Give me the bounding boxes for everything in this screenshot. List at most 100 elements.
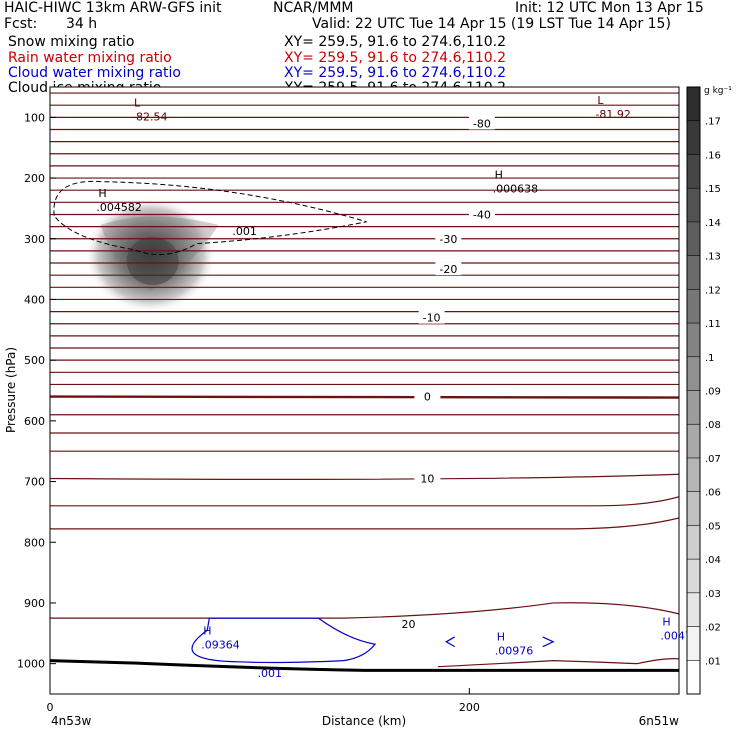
plot-frame <box>49 86 680 695</box>
extremum-h: H <box>203 624 211 637</box>
terrain-line <box>50 659 679 672</box>
y-tick-label: 800 <box>24 536 45 549</box>
isotherm-label-bg <box>395 617 422 631</box>
colorbar-label: .01 <box>705 656 721 667</box>
colorbar-label: .06 <box>705 488 721 499</box>
colorbar-label: .04 <box>705 555 721 566</box>
y-tick-label: 500 <box>24 354 45 367</box>
isotherm-label-bg <box>468 116 495 130</box>
extremum-value: .09364 <box>201 638 240 651</box>
colorbar-label: .16 <box>705 150 721 161</box>
colorbar-bin <box>687 525 700 560</box>
colorbar-bin <box>687 390 700 425</box>
cloud-water-contour-label: .001 <box>258 667 283 680</box>
colorbar-label: .07 <box>705 454 721 465</box>
colorbar-label: .12 <box>705 285 721 296</box>
isotherm-label-bg <box>435 262 462 276</box>
plot-background <box>50 87 679 694</box>
field-name-snow: Snow mixing ratio <box>8 34 135 50</box>
y-tick-label: 100 <box>24 111 45 124</box>
isotherm-label-bg <box>414 389 441 403</box>
colorbar-bin <box>687 457 700 492</box>
isotherm-surface <box>437 658 679 668</box>
org-label: NCAR/MMM <box>273 0 354 16</box>
colorbar-bin <box>687 188 700 222</box>
isotherm-label-bg <box>414 471 441 485</box>
forecast-hour: 34 h <box>66 16 98 32</box>
isotherm-label-bg <box>468 207 495 221</box>
y-tick-label: 400 <box>24 293 45 306</box>
extremum-value: .004582 <box>96 201 141 214</box>
plot-area <box>50 87 679 694</box>
colorbar-label: .09 <box>705 387 721 398</box>
cloud-water-bracket-left <box>445 636 455 648</box>
extremum-value: .000638 <box>493 183 538 196</box>
field-xy-snow: XY= 259.5, 91.6 to 274.6,110.2 <box>284 34 507 50</box>
isotherm-label: -40 <box>473 208 491 221</box>
extremum-h: H <box>662 615 670 628</box>
x-endpoint-end: 6n51w <box>639 714 680 728</box>
colorbar-bin <box>687 120 700 155</box>
isotherm-zero <box>50 395 679 399</box>
colorbar-bin <box>687 356 700 391</box>
isotherm-line <box>50 496 679 507</box>
extremum-h: H <box>495 169 503 182</box>
isotherm-label: -30 <box>439 233 457 246</box>
colorbar-label: .03 <box>705 589 721 600</box>
field-xy-rain: XY= 259.5, 91.6 to 274.6,110.2 <box>284 50 507 66</box>
x-tick-label: 200 <box>459 701 480 714</box>
colorbar-bin <box>687 255 700 290</box>
cloud-water-contour-left <box>191 617 377 664</box>
colorbar: .01 .02 .03 .04 .05 .06 .07 .08 .09 .1 .11 .12 .13 .1… <box>686 86 732 695</box>
cloud-ice-contour-label: .001 <box>232 225 257 238</box>
colorbar-bin <box>687 221 700 256</box>
colorbar-unit: g kg⁻¹ <box>704 86 732 96</box>
init-time: Init: 12 UTC Mon 13 Apr 15 <box>515 0 704 16</box>
isotherm-line <box>50 517 679 530</box>
y-tick-label: 600 <box>24 415 45 428</box>
snow-blob-core <box>126 237 179 286</box>
isotherm-label: -20 <box>439 263 457 276</box>
extremum-h: H <box>98 187 106 200</box>
snow-blob-upper <box>100 216 219 292</box>
y-axis-label: Pressure (hPa) <box>4 347 18 433</box>
extremum-value: .00976 <box>495 644 534 657</box>
forecast-label: Fcst: <box>4 16 38 32</box>
isotherm-label-bg <box>435 231 462 245</box>
x-axis-label: Distance (km) <box>322 714 406 728</box>
colorbar-label: .08 <box>705 420 721 431</box>
isotherm-label: -10 <box>423 312 441 325</box>
extremum-l: L <box>597 94 604 107</box>
axes: 100 200 300 400 500 600 700 800 900 1000 Pressure … <box>4 111 679 728</box>
cloud-water-contours <box>191 617 555 664</box>
terrain-surface <box>50 659 679 672</box>
isotherm-label-bg <box>418 310 445 324</box>
y-tick-label: 300 <box>24 233 45 246</box>
colorbar-label: .11 <box>705 319 721 330</box>
colorbar-bin <box>687 491 700 526</box>
valid-time: Valid: 22 UTC Tue 14 Apr 15 (19 LST Tue … <box>312 16 671 32</box>
extremum-value: -82.54 <box>132 110 167 123</box>
colorbar-label: .13 <box>705 252 721 263</box>
cloud-water-bracket-right <box>542 636 555 648</box>
colorbar-bin <box>687 592 700 627</box>
isotherm-label: 20 <box>402 618 416 631</box>
colorbar-label: .15 <box>705 184 721 195</box>
colorbar-bin <box>687 289 700 324</box>
x-endpoint-start: 4n53w <box>51 714 92 728</box>
colorbar-label: .1 <box>705 353 715 364</box>
colorbar-bin <box>687 323 700 357</box>
y-tick-label: 700 <box>24 476 45 489</box>
contour-labels: -80-40-30-20-1001020L-82.54L-81.92H.0006… <box>96 94 699 680</box>
isotherm-label: 10 <box>420 473 434 486</box>
field-name-cloud-water: Cloud water mixing ratio <box>8 65 181 81</box>
plot-border <box>49 86 680 695</box>
colorbar-label: .02 <box>705 623 721 634</box>
y-tick-label: 900 <box>24 597 45 610</box>
y-tick-label: 1000 <box>17 658 45 671</box>
colorbar-label: .05 <box>705 521 721 532</box>
colorbar-bin <box>687 626 700 661</box>
colorbar-bin <box>687 424 700 458</box>
isotherm-20 <box>50 602 679 619</box>
